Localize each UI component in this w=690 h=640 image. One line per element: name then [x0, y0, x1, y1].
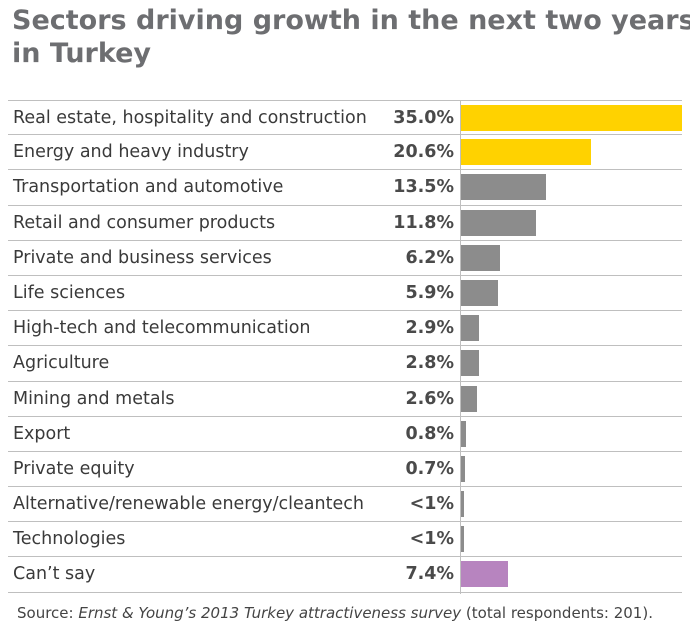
bar — [461, 385, 478, 412]
source-suffix: (total respondents: 201). — [461, 604, 653, 622]
bar-row: High-tech and telecommunication 2.9% — [8, 311, 682, 347]
bar — [461, 139, 592, 166]
value-label: 5.9% — [405, 282, 454, 303]
category-label: Can’t say — [13, 564, 96, 585]
category-label: Private equity — [13, 458, 135, 479]
chart-title: Sectors driving growth in the next two y… — [12, 4, 690, 70]
value-label: 7.4% — [405, 564, 454, 585]
value-label: 13.5% — [393, 177, 454, 198]
bar — [461, 315, 480, 342]
category-label: Transportation and automotive — [13, 177, 284, 198]
bar-row: Alternative/renewable energy/cleantech <1… — [8, 487, 682, 523]
bar — [461, 209, 536, 236]
value-label: 2.8% — [405, 353, 454, 374]
bar-row: Real estate, hospitality and constructio… — [8, 100, 682, 136]
value-label: 0.7% — [405, 458, 454, 479]
bar — [461, 174, 547, 201]
bar-row: Retail and consumer products 11.8% — [8, 206, 682, 241]
category-label: Energy and heavy industry — [13, 142, 249, 163]
bar-row: Life sciences 5.9% — [8, 276, 682, 312]
value-label: <1% — [409, 529, 454, 550]
category-label: Alternative/renewable energy/cleantech — [13, 494, 364, 515]
bar — [461, 526, 465, 553]
bar-row: Can’t say 7.4% — [8, 557, 682, 593]
bar — [461, 350, 479, 377]
category-label: Mining and metals — [13, 388, 175, 409]
source-survey: Ernst & Young’s 2013 Turkey attractivene… — [78, 604, 462, 622]
bar — [461, 279, 499, 306]
value-label: 0.8% — [405, 423, 454, 444]
category-label: Life sciences — [13, 282, 126, 303]
bar-row: Private equity 0.7% — [8, 452, 682, 488]
category-label: Retail and consumer products — [13, 212, 276, 233]
bar-row: Technologies <1% — [8, 522, 682, 558]
value-label: 11.8% — [393, 212, 454, 233]
chart-title-line-2: in Turkey — [12, 38, 152, 69]
category-label: Private and business services — [13, 247, 272, 268]
category-label: High-tech and telecommunication — [13, 318, 311, 339]
bar-table: Real estate, hospitality and constructio… — [8, 100, 682, 593]
value-label: 2.9% — [405, 318, 454, 339]
value-label: 6.2% — [405, 247, 454, 268]
value-label: 35.0% — [393, 108, 454, 128]
bar — [461, 561, 508, 588]
bar-row: Transportation and automotive 13.5% — [8, 170, 682, 206]
bar — [461, 244, 501, 271]
bar-row: Private and business services 6.2% — [8, 241, 682, 276]
bar-row: Energy and heavy industry 20.6% — [8, 135, 682, 171]
bar-row: Agriculture 2.8% — [8, 346, 682, 382]
bar — [461, 105, 682, 131]
bar-row: Mining and metals 2.6% — [8, 382, 682, 417]
bar — [461, 420, 467, 447]
bar-row: Export 0.8% — [8, 417, 682, 452]
value-label: 2.6% — [405, 388, 454, 409]
value-label: 20.6% — [393, 142, 454, 163]
source-prefix: Source: — [17, 604, 79, 622]
category-label: Export — [13, 423, 71, 444]
chart-title-line-1: Sectors driving growth in the next two y… — [12, 5, 690, 36]
category-label: Technologies — [13, 529, 126, 550]
axis-divider — [460, 100, 461, 594]
bar — [461, 455, 466, 482]
category-label: Agriculture — [13, 353, 110, 374]
value-label: <1% — [409, 494, 454, 515]
source-note: Source: Ernst & Young’s 2013 Turkey attr… — [17, 604, 653, 622]
bar — [461, 491, 465, 518]
category-label: Real estate, hospitality and constructio… — [13, 108, 367, 128]
